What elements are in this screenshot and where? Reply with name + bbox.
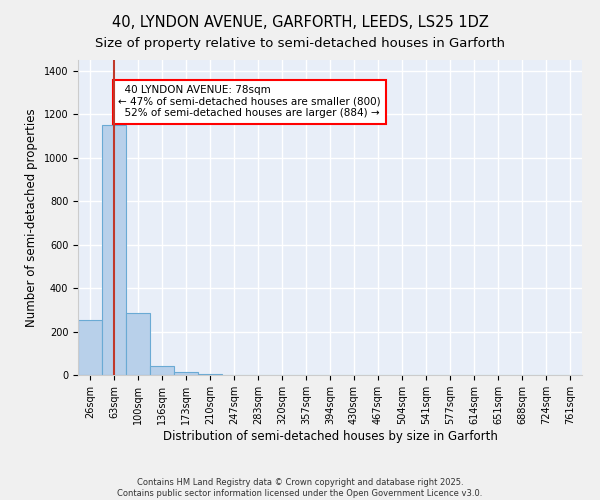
Bar [126, 313, 150, 375]
Text: Size of property relative to semi-detached houses in Garforth: Size of property relative to semi-detach… [95, 38, 505, 51]
Bar [174, 372, 198, 375]
X-axis label: Distribution of semi-detached houses by size in Garforth: Distribution of semi-detached houses by … [163, 430, 497, 443]
Bar [150, 366, 174, 375]
Bar [198, 374, 222, 375]
Text: Contains HM Land Registry data © Crown copyright and database right 2025.
Contai: Contains HM Land Registry data © Crown c… [118, 478, 482, 498]
Text: 40, LYNDON AVENUE, GARFORTH, LEEDS, LS25 1DZ: 40, LYNDON AVENUE, GARFORTH, LEEDS, LS25… [112, 15, 488, 30]
Bar [102, 125, 126, 375]
Y-axis label: Number of semi-detached properties: Number of semi-detached properties [25, 108, 38, 327]
Bar [78, 320, 102, 375]
Text: 40 LYNDON AVENUE: 78sqm
← 47% of semi-detached houses are smaller (800)
  52% of: 40 LYNDON AVENUE: 78sqm ← 47% of semi-de… [118, 85, 381, 118]
